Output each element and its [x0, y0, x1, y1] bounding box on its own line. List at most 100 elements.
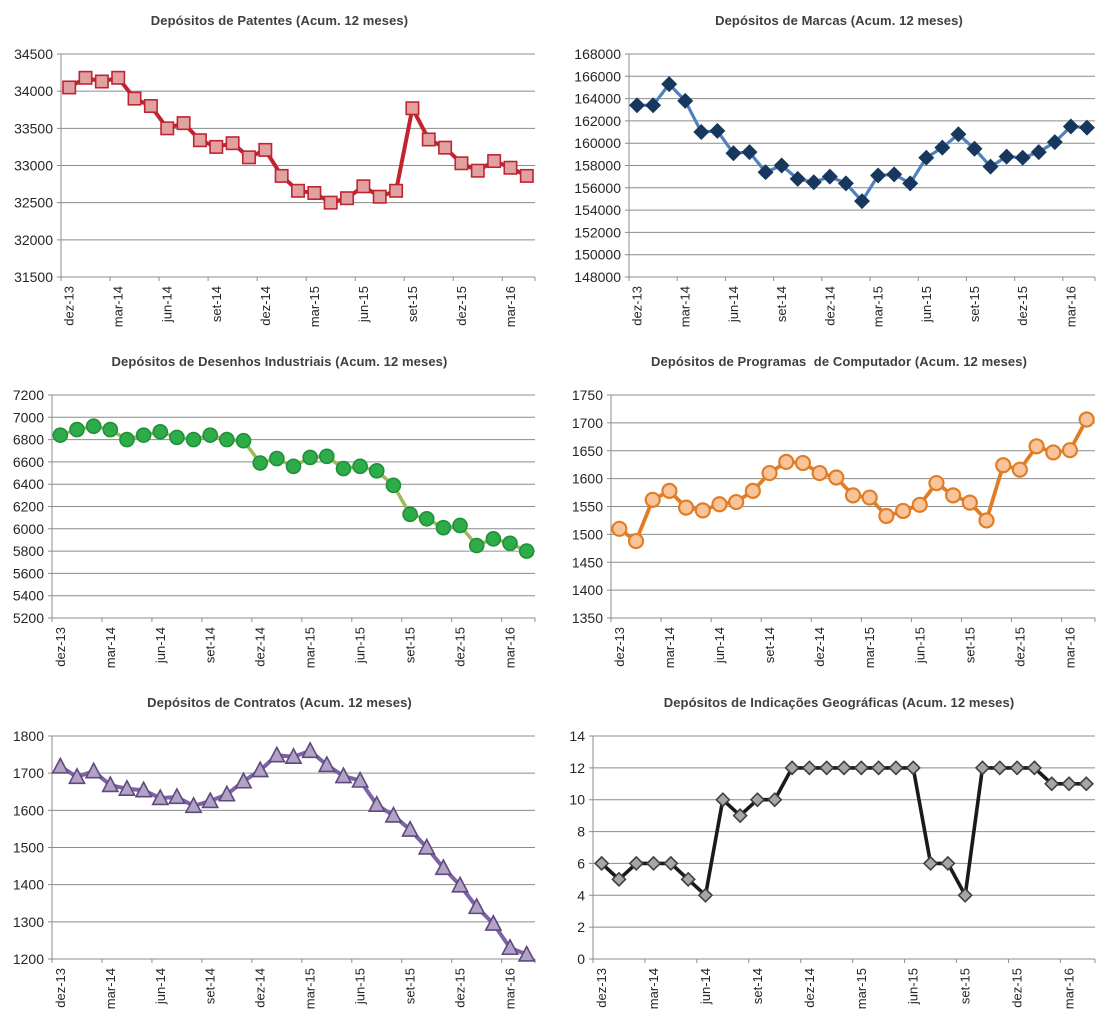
data-series-line — [58, 748, 529, 957]
y-tick-label: 5600 — [13, 565, 44, 581]
data-point-marker — [784, 760, 800, 776]
data-point-marker — [645, 855, 662, 872]
data-point-marker — [629, 97, 646, 114]
data-point-marker — [452, 517, 468, 534]
data-point-marker — [401, 819, 420, 837]
data-point-marker — [405, 101, 420, 116]
y-tick-label: 1600 — [572, 471, 603, 487]
y-tick-label: 31500 — [14, 269, 53, 285]
y-tick-label: 156000 — [574, 180, 621, 196]
x-tick-label: mar-16 — [1063, 286, 1078, 327]
data-point-marker — [995, 457, 1012, 474]
y-tick-label: 1500 — [13, 840, 44, 856]
data-point-marker — [209, 139, 224, 154]
x-tick-label: dez-14 — [802, 968, 817, 1008]
y-tick-label: 160000 — [574, 135, 621, 151]
data-point-marker — [84, 761, 103, 779]
data-point-marker — [118, 779, 136, 796]
data-point-marker — [1078, 119, 1095, 136]
chart-canvas-indicacoes-geograficas: 0 2 4 6 8 10 12 14 dez-13 mar-14 jun-14 set-14 dez-1… — [569, 728, 1096, 1009]
data-point-marker — [219, 431, 235, 448]
data-point-marker — [467, 897, 486, 915]
data-point-marker — [134, 780, 153, 798]
x-tick-label: dez-14 — [258, 286, 273, 326]
data-point-marker — [470, 163, 485, 178]
data-point-marker — [677, 92, 694, 109]
y-tick-label: 5200 — [13, 610, 44, 626]
data-point-marker — [301, 741, 320, 759]
data-point-marker — [356, 179, 371, 194]
data-point-marker — [773, 157, 790, 174]
chart-canvas-contratos: 1200 1300 1400 1500 1600 1700 1800 dez-13 mar-14… — [13, 728, 536, 1009]
y-tick-label: 1300 — [13, 914, 44, 930]
data-point-marker — [62, 80, 77, 95]
data-point-marker — [484, 913, 503, 931]
y-tick-label: 7000 — [13, 409, 44, 425]
x-tick-label: set-14 — [203, 627, 218, 663]
data-point-marker — [151, 788, 170, 806]
data-point-marker — [317, 755, 336, 773]
x-tick-label: set-14 — [750, 968, 765, 1004]
y-tick-label: 154000 — [574, 202, 621, 218]
x-tick-label: set-15 — [958, 968, 973, 1004]
y-tick-label: 1350 — [572, 610, 603, 626]
data-point-marker — [241, 150, 256, 165]
data-point-marker — [1026, 760, 1043, 776]
data-point-marker — [761, 464, 778, 482]
x-tick-label: dez-13 — [612, 627, 627, 667]
data-point-marker — [805, 174, 822, 191]
y-tick-label: 6000 — [13, 521, 44, 537]
x-tick-label: mar-15 — [303, 627, 318, 668]
data-point-marker — [368, 463, 385, 479]
x-tick-label: dez-14 — [822, 286, 837, 326]
y-tick-label: 6400 — [13, 476, 44, 492]
y-tick-label: 168000 — [574, 46, 621, 62]
data-point-marker — [945, 487, 962, 504]
data-point-marker — [1078, 776, 1094, 792]
y-tick-label: 1200 — [13, 951, 44, 967]
x-tick-label: mar-16 — [503, 968, 518, 1009]
data-point-marker — [267, 745, 286, 763]
y-tick-label: 1600 — [13, 802, 44, 818]
data-point-marker — [767, 792, 783, 808]
y-tick-label: 1700 — [572, 415, 603, 431]
x-tick-label: dez-13 — [62, 286, 77, 326]
data-point-marker — [454, 156, 469, 171]
data-point-marker — [886, 166, 903, 183]
data-point-marker — [821, 168, 838, 185]
data-point-marker — [1011, 461, 1028, 478]
data-point-marker — [854, 193, 870, 210]
x-tick-label: jun-14 — [726, 286, 741, 323]
x-tick-label: dez-15 — [1010, 968, 1025, 1008]
x-tick-label: set-15 — [962, 627, 977, 663]
data-point-marker — [519, 168, 534, 183]
data-point-marker — [757, 164, 774, 181]
x-tick-label: dez-13 — [53, 968, 68, 1008]
data-point-marker — [217, 784, 236, 802]
x-tick-label: dez-14 — [253, 627, 268, 667]
x-tick-label: dez-13 — [53, 627, 68, 667]
data-point-marker — [418, 510, 435, 527]
x-tick-label: mar-16 — [503, 286, 518, 327]
chart-title-contratos: Depósitos de Contratos (Acum. 12 meses) — [147, 694, 412, 710]
x-tick-label: mar-15 — [854, 968, 869, 1009]
x-tick-label: mar-15 — [303, 968, 318, 1009]
data-point-marker — [389, 183, 404, 198]
data-point-marker — [111, 70, 126, 85]
data-point-marker — [435, 519, 452, 536]
data-point-marker — [274, 168, 289, 183]
chart-title-desenhos-industriais: Depósitos de Desenhos Industriais (Acum.… — [111, 353, 448, 369]
data-point-marker — [284, 747, 303, 765]
y-tick-label: 1400 — [13, 877, 44, 893]
x-tick-label: mar-15 — [871, 286, 886, 327]
x-tick-label: jun-15 — [353, 968, 368, 1005]
data-point-marker — [974, 760, 991, 776]
y-tick-label: 148000 — [574, 269, 621, 285]
data-point-marker — [905, 760, 921, 776]
y-tick-label: 6200 — [13, 499, 44, 515]
data-point-marker — [661, 482, 678, 499]
y-tick-label: 1450 — [572, 554, 603, 570]
data-point-marker — [663, 855, 679, 872]
data-point-marker — [870, 760, 887, 776]
x-tick-label: set-14 — [209, 286, 224, 322]
